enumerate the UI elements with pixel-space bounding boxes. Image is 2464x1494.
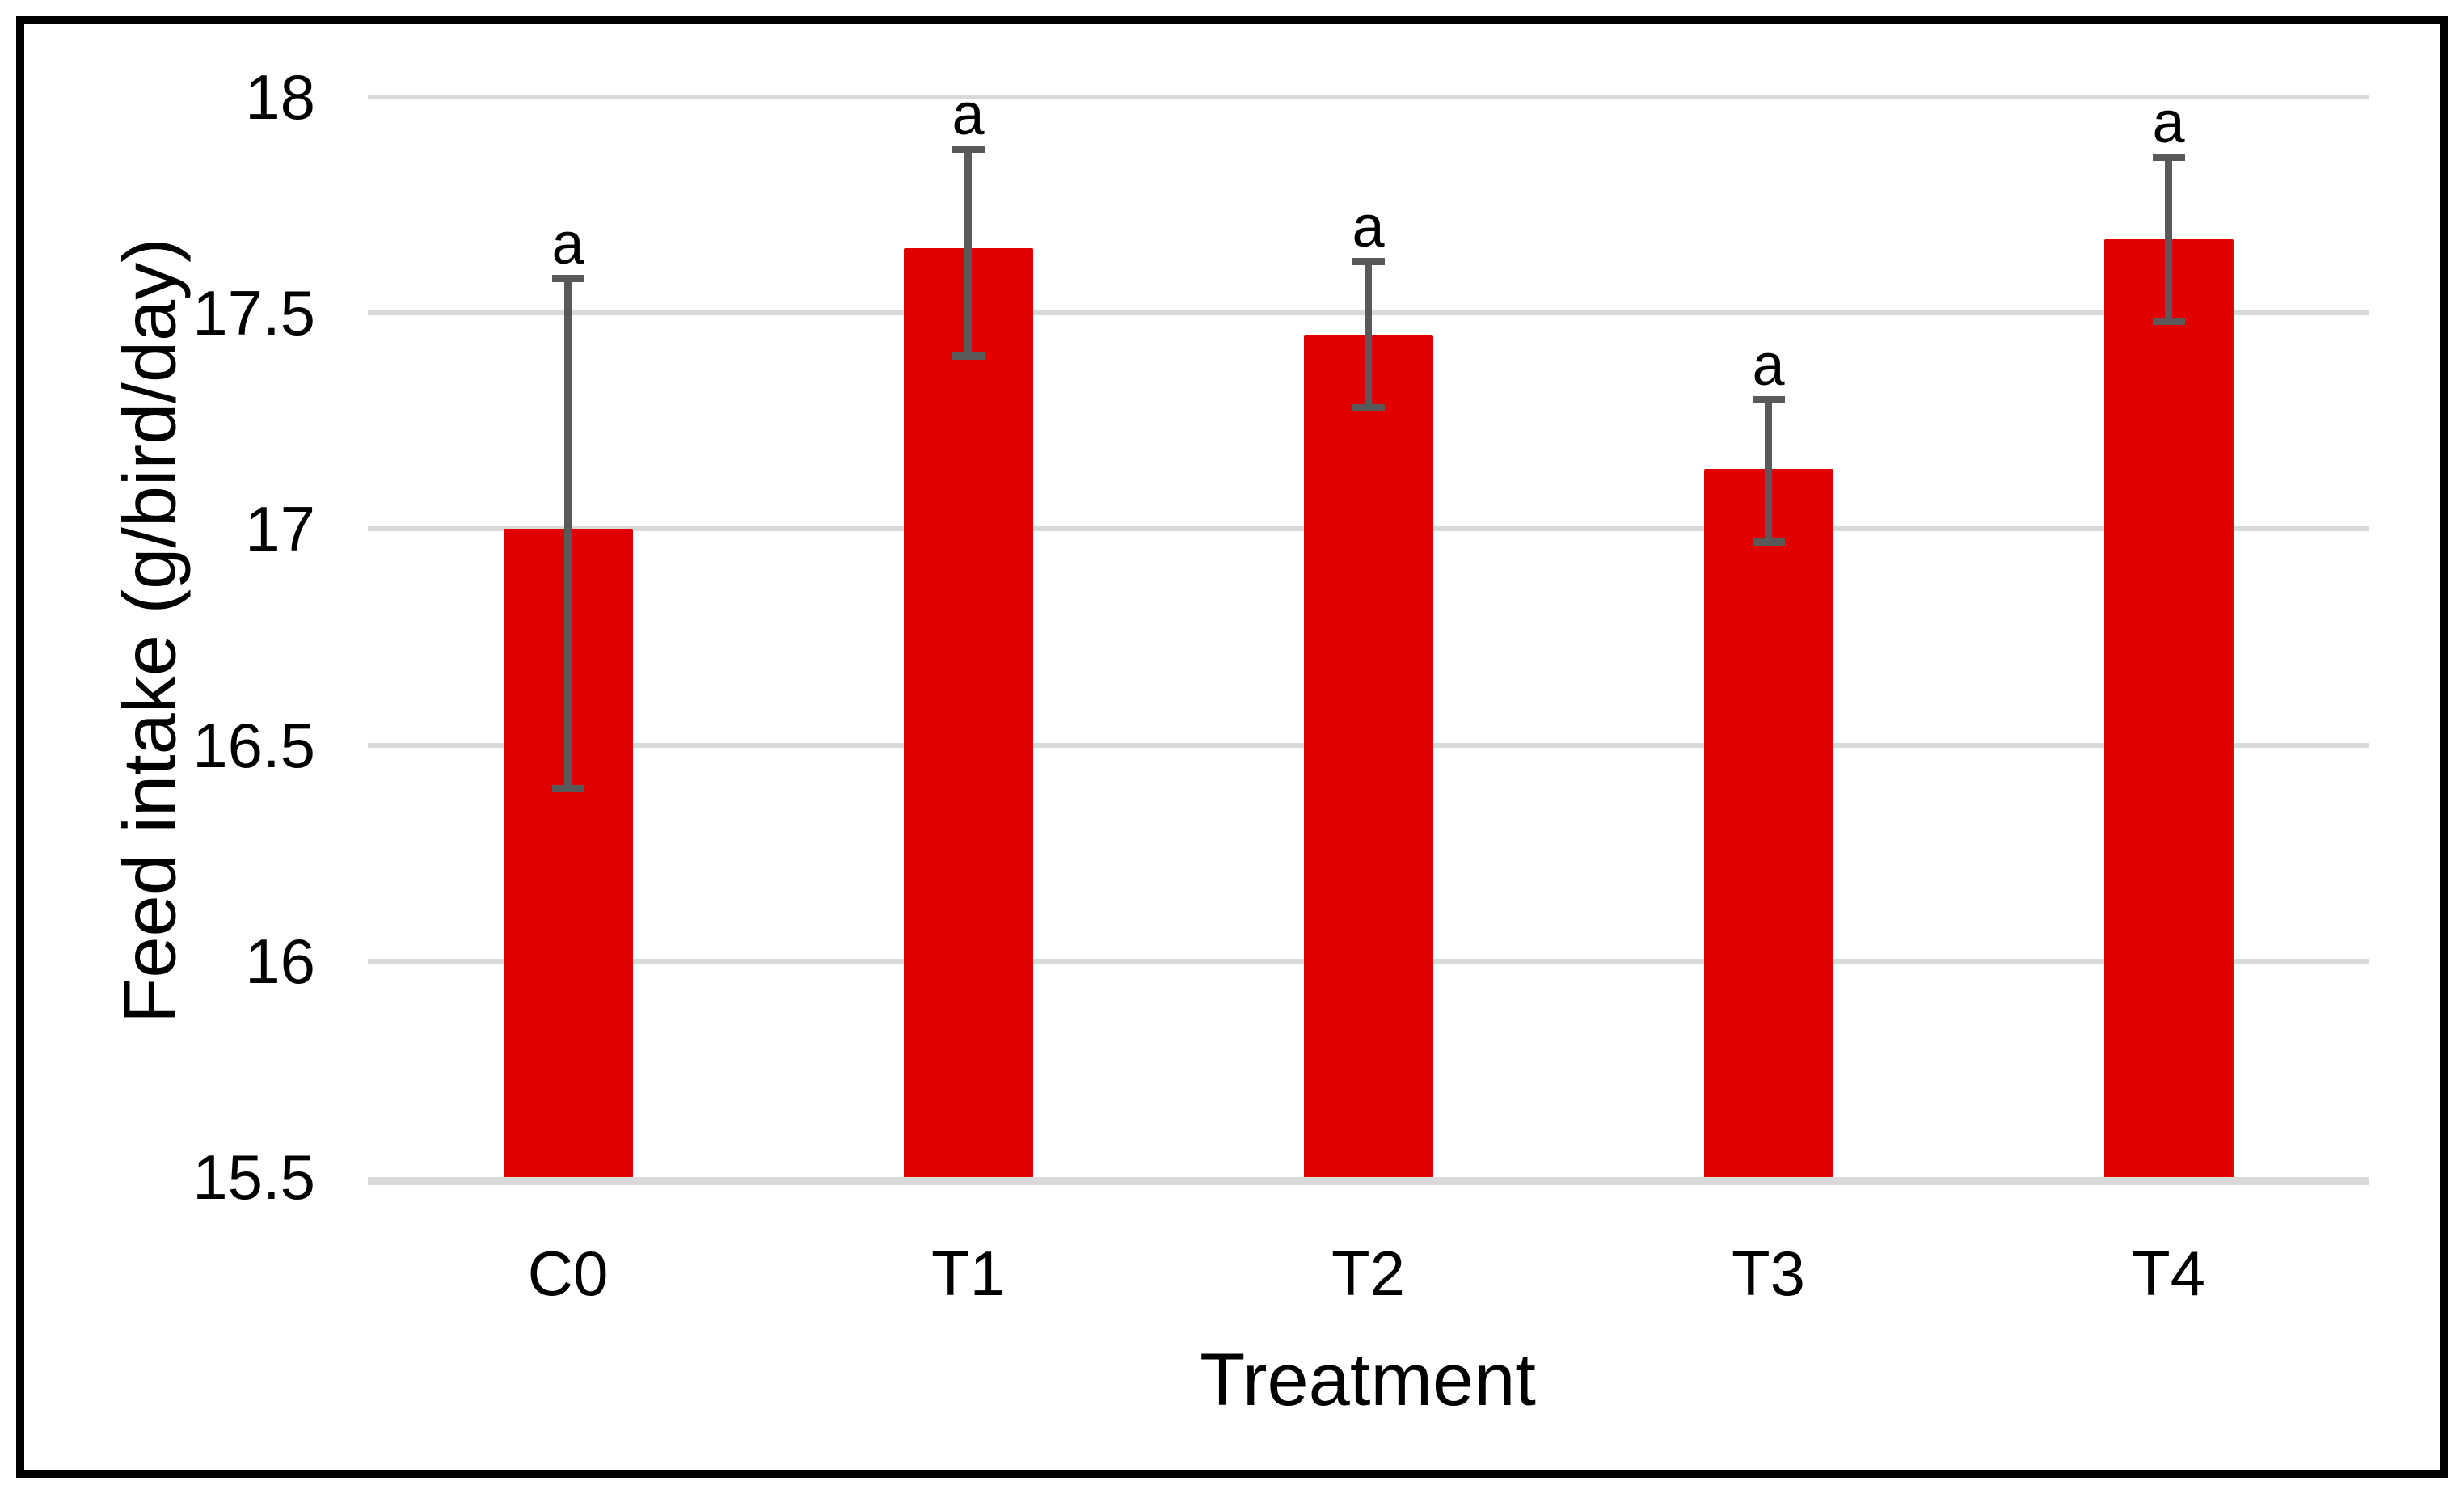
gridline-y-18 <box>368 95 2369 99</box>
x-tick-label-T3: T3 <box>1731 1238 1806 1309</box>
error-bar-cap-bottom-T4 <box>2152 318 2185 326</box>
y-tick-label-16.5: 16.5 <box>192 709 315 781</box>
error-bar-stem-C0 <box>564 278 572 789</box>
x-tick-label-T1: T1 <box>930 1238 1006 1309</box>
y-tick-label-17: 17 <box>245 493 315 565</box>
significance-letter-T4: a <box>2152 91 2185 156</box>
error-bar-stem-T1 <box>964 149 972 357</box>
error-bar-stem-T4 <box>2165 157 2172 322</box>
bar-T2 <box>1303 334 1433 1177</box>
y-tick-label-17.5: 17.5 <box>192 277 315 349</box>
x-axis-title: Treatment <box>1200 1339 1536 1421</box>
x-axis-line <box>368 1177 2369 1185</box>
significance-letter-C0: a <box>551 211 584 276</box>
error-bar-stem-T3 <box>1765 399 1772 542</box>
significance-letter-T2: a <box>1352 194 1385 260</box>
x-tick-label-C0: C0 <box>527 1238 609 1309</box>
x-tick-label-T2: T2 <box>1331 1238 1406 1309</box>
error-bar-cap-top-T1 <box>951 145 985 153</box>
x-tick-label-T4: T4 <box>2131 1238 2206 1309</box>
significance-letter-T1: a <box>951 82 985 147</box>
y-tick-label-15.5: 15.5 <box>192 1142 315 1213</box>
y-axis-title: Feed intake (g/bird/day) <box>108 238 192 1023</box>
y-tick-label-16: 16 <box>245 925 315 997</box>
error-bar-cap-top-T3 <box>1752 395 1785 403</box>
chart-border <box>16 16 2448 1478</box>
error-bar-cap-top-T4 <box>2152 154 2185 162</box>
bar-T4 <box>2103 239 2234 1177</box>
error-bar-cap-bottom-C0 <box>551 784 584 792</box>
significance-letter-T3: a <box>1752 332 1785 398</box>
error-bar-cap-top-C0 <box>551 274 584 282</box>
error-bar-stem-T2 <box>1365 261 1372 408</box>
error-bar-cap-bottom-T1 <box>951 352 985 361</box>
bar-T1 <box>903 248 1033 1177</box>
error-bar-cap-bottom-T3 <box>1752 538 1785 546</box>
error-bar-cap-bottom-T2 <box>1352 404 1385 412</box>
error-bar-cap-top-T2 <box>1352 257 1385 265</box>
y-tick-label-18: 18 <box>245 61 315 133</box>
bar-T3 <box>1703 468 1833 1177</box>
